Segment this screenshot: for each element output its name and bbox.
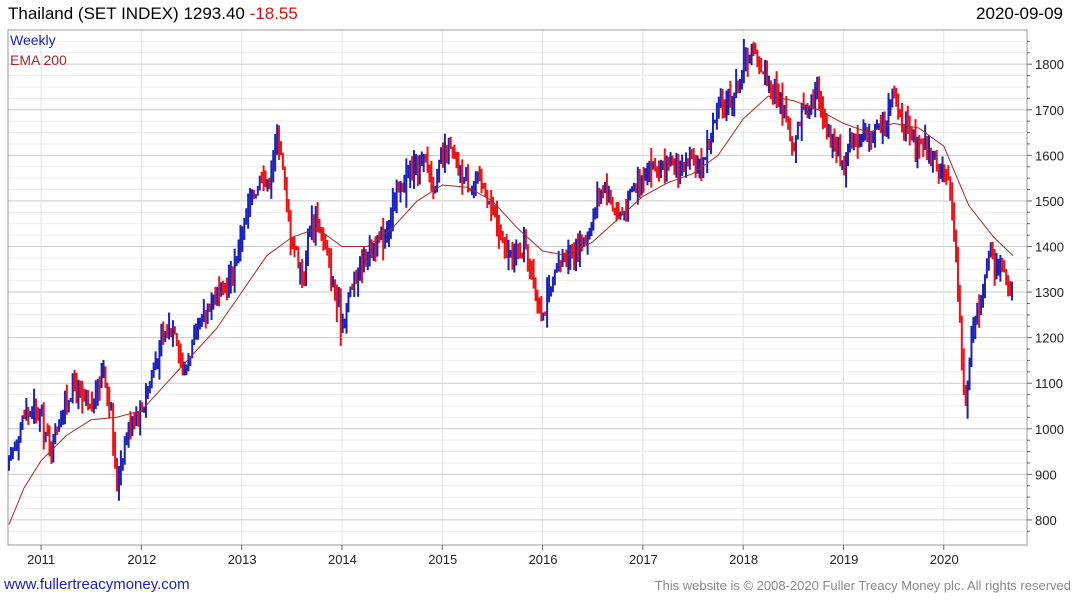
x-tick-label: 2019: [829, 552, 858, 567]
index-name: Thailand (SET INDEX): [8, 4, 179, 23]
y-tick-label: 1200: [1035, 331, 1064, 346]
x-tick-label: 2020: [930, 552, 959, 567]
index-change: -18.55: [249, 4, 298, 23]
x-tick-label: 2012: [127, 552, 156, 567]
y-tick-label: 1700: [1035, 103, 1064, 118]
website-link[interactable]: www.fullertreacymoney.com: [4, 576, 190, 593]
legend-ema: EMA 200: [10, 52, 67, 68]
horizontal-gridlines: [8, 40, 1027, 532]
ema-200-line: [8, 95, 1014, 525]
x-tick-label: 2016: [529, 552, 558, 567]
chart-date: 2020-09-09: [976, 4, 1063, 23]
y-tick-label: 800: [1035, 513, 1057, 528]
chart-title: Thailand (SET INDEX) 1293.40 -18.55: [8, 4, 298, 24]
y-axis: 800 900 1000 1100 1200 1300 1400 1500 1600 1700 18…: [1027, 40, 1064, 532]
y-tick-label: 1600: [1035, 148, 1064, 163]
copyright-notice: This website is © 2008-2020 Fuller Treac…: [654, 578, 1071, 593]
x-tick-label: 2018: [729, 552, 758, 567]
x-tick-label: 2011: [27, 552, 55, 567]
y-tick-label: 900: [1035, 467, 1057, 482]
x-tick-label: 2017: [629, 552, 658, 567]
x-tick-label: 2013: [228, 552, 257, 567]
x-tick-label: 2015: [428, 552, 457, 567]
index-price: 1293.40: [183, 4, 245, 23]
x-tick-label: 2014: [328, 552, 357, 567]
y-tick-label: 1000: [1035, 422, 1064, 437]
y-tick-label: 1500: [1035, 194, 1064, 209]
vertical-gridlines: [40, 30, 945, 545]
plot-area: [7, 29, 1028, 546]
y-tick-label: 1300: [1035, 285, 1064, 300]
weekly-price-bars: [8, 38, 1013, 501]
y-tick-label: 1100: [1035, 376, 1063, 391]
x-axis: 2011 2012 2013 2014 2015 2016 2017 2018 2019 2020: [27, 545, 959, 567]
y-tick-label: 1400: [1035, 239, 1064, 254]
legend-weekly: Weekly: [10, 32, 56, 48]
y-tick-label: 1800: [1035, 57, 1064, 72]
